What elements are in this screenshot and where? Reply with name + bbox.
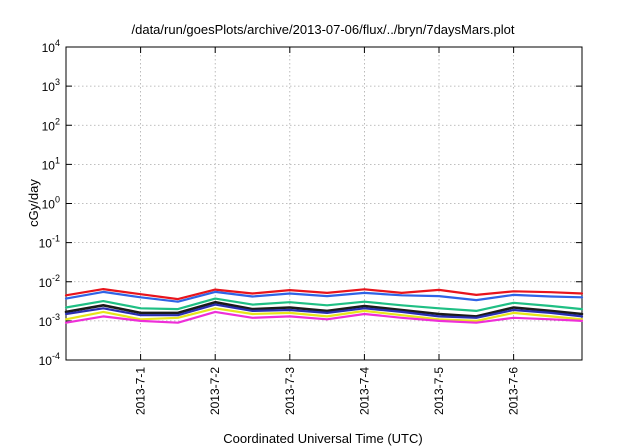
x-tick-label: 2013-7-6 xyxy=(507,367,521,415)
x-tick-label: 2013-7-4 xyxy=(357,367,371,415)
x-tick-label: 2013-7-1 xyxy=(134,367,148,415)
series-line-1 xyxy=(64,288,584,301)
x-axis: 2013-7-1 2013-7-2 2013-7-3 2013-7-4 2013-7-5… xyxy=(134,47,521,415)
series-line-3 xyxy=(64,297,584,312)
series-line-7 xyxy=(64,310,584,324)
x-axis-label: Coordinated Universal Time (UTC) xyxy=(223,431,422,446)
y-axis: 10-4 10-3 10-2 10-1 100 101 102 103 104 xyxy=(39,38,582,368)
y-tick-label: 104 xyxy=(42,38,60,55)
series-line-6 xyxy=(64,307,584,322)
y-axis-label: cGy/day xyxy=(26,179,41,227)
x-tick-label: 2013-7-2 xyxy=(208,367,222,415)
y-tick-label: 10-2 xyxy=(39,273,60,290)
x-tick-label: 2013-7-5 xyxy=(432,367,446,415)
y-tick-label: 103 xyxy=(42,77,60,94)
chart-title: /data/run/goesPlots/archive/2013-07-06/f… xyxy=(132,22,515,37)
series-line-4 xyxy=(64,300,584,318)
series-line-2 xyxy=(64,290,584,303)
y-tick-label: 10-4 xyxy=(39,351,60,368)
y-tick-label: 101 xyxy=(42,155,60,172)
y-tick-label: 100 xyxy=(42,195,60,212)
y-tick-label: 10-1 xyxy=(39,234,60,251)
series-group xyxy=(64,288,584,324)
series-line-5 xyxy=(64,303,584,319)
y-tick-label: 102 xyxy=(42,116,60,133)
x-tick-label: 2013-7-3 xyxy=(283,367,297,415)
y-tick-label: 10-3 xyxy=(39,312,60,329)
